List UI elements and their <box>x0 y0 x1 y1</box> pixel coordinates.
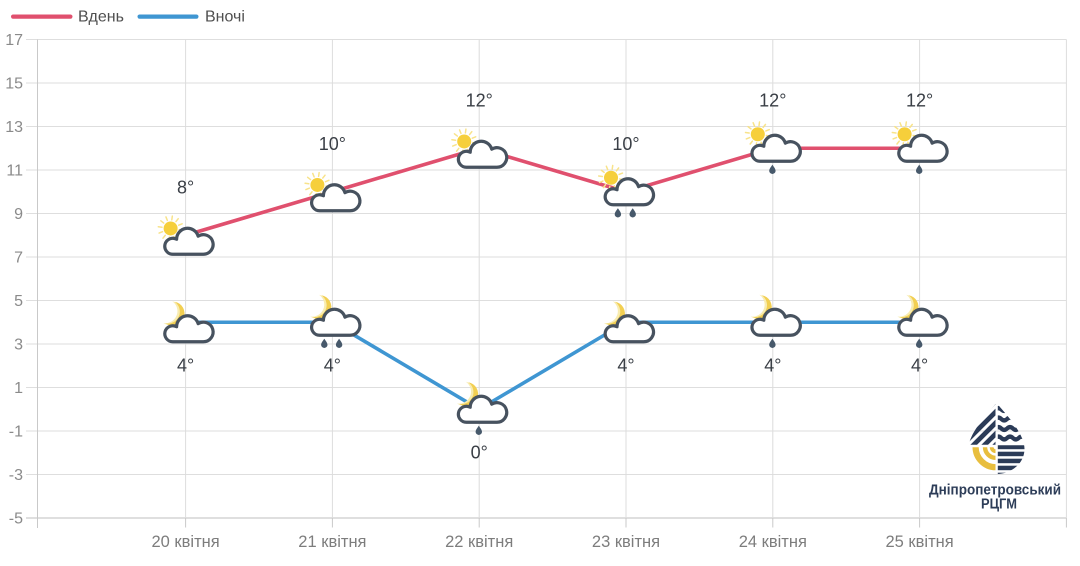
svg-text:11: 11 <box>6 163 23 180</box>
svg-text:12°: 12° <box>759 90 786 110</box>
svg-text:23 квітня: 23 квітня <box>592 533 660 551</box>
svg-text:4°: 4° <box>324 355 341 375</box>
svg-text:7: 7 <box>14 250 23 267</box>
svg-text:15: 15 <box>5 76 23 93</box>
svg-text:4°: 4° <box>177 355 194 375</box>
svg-text:10°: 10° <box>319 134 346 154</box>
svg-text:Дніпропетровський: Дніпропетровський <box>929 483 1061 499</box>
svg-text:1: 1 <box>14 380 23 397</box>
svg-text:0°: 0° <box>471 442 488 462</box>
svg-text:13: 13 <box>5 119 23 136</box>
svg-text:-5: -5 <box>9 511 23 528</box>
svg-text:25 квітня: 25 квітня <box>885 533 953 551</box>
svg-text:12°: 12° <box>906 90 933 110</box>
svg-text:20 квітня: 20 квітня <box>151 533 219 551</box>
svg-text:РЦГМ: РЦГМ <box>981 497 1017 513</box>
svg-text:4°: 4° <box>764 355 781 375</box>
svg-text:10°: 10° <box>612 134 639 154</box>
svg-text:22 квітня: 22 квітня <box>445 533 513 551</box>
svg-text:Вдень: Вдень <box>78 9 124 26</box>
svg-text:24 квітня: 24 квітня <box>739 533 807 551</box>
svg-text:17: 17 <box>5 32 23 49</box>
svg-text:21 квітня: 21 квітня <box>298 533 366 551</box>
svg-text:4°: 4° <box>617 355 634 375</box>
svg-text:4°: 4° <box>911 355 928 375</box>
svg-text:5: 5 <box>14 293 23 310</box>
svg-text:3: 3 <box>14 337 23 354</box>
svg-text:8°: 8° <box>177 177 194 197</box>
svg-text:12°: 12° <box>466 90 493 110</box>
svg-text:-3: -3 <box>9 467 23 484</box>
svg-text:9: 9 <box>14 206 23 223</box>
svg-text:-1: -1 <box>9 424 23 441</box>
svg-text:Вночі: Вночі <box>205 9 245 26</box>
